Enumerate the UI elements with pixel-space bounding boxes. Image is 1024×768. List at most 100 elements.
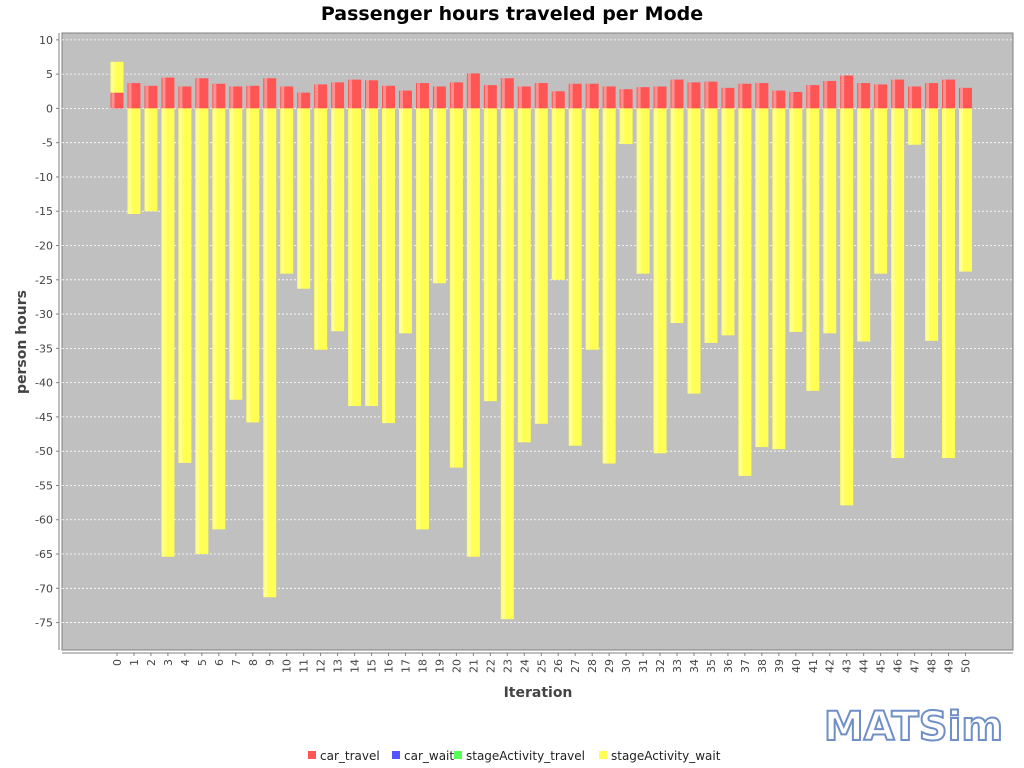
bar-stageActivity_wait-17 (398, 108, 412, 334)
bar-highlight (501, 78, 505, 109)
bar-stageActivity_wait-33 (670, 108, 684, 323)
x-tick-label: 41 (807, 659, 820, 673)
x-tick-label: 38 (756, 659, 769, 673)
bar-highlight (501, 108, 505, 620)
y-tick-label: -40 (35, 377, 53, 390)
bar-highlight (213, 108, 217, 530)
bar-car_travel-17 (398, 90, 412, 109)
x-tick-label: 33 (671, 659, 684, 673)
x-tick-label: 39 (773, 659, 786, 673)
bar-car_travel-33 (670, 79, 684, 109)
y-tick-label: -25 (35, 274, 53, 287)
bar-car_travel-16 (382, 85, 396, 109)
bar-highlight (943, 108, 947, 459)
bar-highlight (654, 86, 658, 109)
bar-highlight (518, 108, 522, 443)
x-tick-label: 24 (518, 659, 531, 673)
bar-highlight (332, 82, 336, 109)
bar-car_travel-35 (704, 81, 718, 109)
x-tick-label: 4 (179, 659, 192, 666)
bar-highlight (688, 82, 692, 109)
bar-highlight (399, 108, 403, 334)
legend-swatch-stageActivity_wait (599, 751, 607, 759)
bar-highlight (773, 108, 777, 450)
x-tick-label: 31 (637, 659, 650, 673)
bar-car_travel-29 (602, 86, 616, 109)
bar-car_travel-20 (449, 82, 463, 109)
x-tick-label: 37 (739, 659, 752, 673)
bar-stageActivity_wait-0 (110, 61, 124, 93)
x-tick-label: 0 (111, 659, 124, 666)
bar-car_travel-26 (551, 91, 565, 109)
bar-car_travel-1 (127, 83, 141, 109)
bar-highlight (450, 82, 454, 109)
bar-highlight (467, 73, 471, 109)
bar-car_travel-24 (517, 86, 531, 109)
x-tick-label: 42 (824, 659, 837, 673)
bar-highlight (552, 108, 556, 280)
bar-stageActivity_wait-10 (280, 108, 294, 274)
bar-highlight (111, 61, 115, 93)
x-tick-label: 18 (416, 659, 429, 673)
bar-stageActivity_wait-16 (382, 108, 396, 424)
bar-stageActivity_wait-37 (738, 108, 752, 476)
bar-highlight (383, 85, 387, 109)
bar-highlight (807, 108, 811, 391)
bar-stageActivity_wait-7 (229, 108, 243, 400)
bar-highlight (756, 83, 760, 109)
x-tick-label: 19 (433, 659, 446, 673)
x-tick-label: 12 (315, 659, 328, 673)
bar-car_travel-48 (925, 83, 939, 109)
bar-highlight (230, 86, 234, 109)
x-axis: 0 1 2 3 4 5 6 7 8 9 10 11 12 13 14 15 16 17 18 19 20 21 22 23 24… (62, 652, 1013, 673)
bar-highlight (960, 87, 963, 109)
x-tick-label: 5 (196, 659, 209, 666)
bar-stageActivity_wait-5 (195, 108, 209, 555)
bar-car_travel-22 (483, 85, 497, 109)
x-tick-label: 48 (926, 659, 939, 673)
bar-highlight (196, 78, 200, 109)
bar-highlight (467, 108, 471, 557)
y-tick-label: -60 (35, 514, 53, 527)
x-tick-label: 35 (705, 659, 718, 673)
x-tick-label: 46 (892, 659, 905, 673)
bar-stageActivity_wait-8 (246, 108, 260, 423)
bar-highlight (943, 79, 947, 109)
bar-highlight (383, 108, 387, 424)
bar-highlight (433, 86, 437, 109)
bar-highlight (569, 83, 573, 109)
bar-highlight (484, 85, 488, 109)
bar-stageActivity_wait-44 (857, 108, 871, 342)
bar-car_travel-6 (212, 83, 226, 109)
bar-highlight (315, 108, 319, 350)
bar-car_travel-45 (874, 84, 888, 109)
bar-highlight (586, 108, 590, 350)
bar-stageActivity_wait-35 (704, 108, 718, 343)
bar-car_travel-42 (823, 80, 837, 109)
x-tick-label: 2 (145, 659, 158, 666)
bar-car_travel-46 (891, 79, 905, 109)
bar-stageActivity_wait-50 (959, 108, 972, 272)
bar-highlight (298, 92, 302, 109)
bar-highlight (841, 75, 845, 109)
x-tick-label: 10 (281, 659, 294, 673)
bar-car_travel-27 (568, 83, 582, 109)
x-tick-label: 30 (620, 659, 633, 673)
y-tick-label: -50 (35, 445, 53, 458)
bar-highlight (654, 108, 658, 454)
bar-stageActivity_wait-38 (755, 108, 769, 448)
bar-highlight (484, 108, 488, 402)
bar-highlight (179, 108, 183, 463)
bar-stageActivity_wait-22 (483, 108, 497, 402)
legend-label-stageActivity_travel: stageActivity_travel (466, 749, 585, 763)
x-tick-label: 49 (943, 659, 956, 673)
bar-highlight (518, 86, 522, 109)
bar-stageActivity_wait-48 (925, 108, 939, 341)
legend-label-car_travel: car_travel (320, 749, 380, 763)
x-tick-label: 44 (858, 659, 871, 673)
bar-car_travel-40 (789, 91, 803, 109)
x-tick-label: 32 (654, 659, 667, 673)
bar-highlight (909, 86, 913, 109)
bar-stageActivity_wait-21 (466, 108, 480, 557)
